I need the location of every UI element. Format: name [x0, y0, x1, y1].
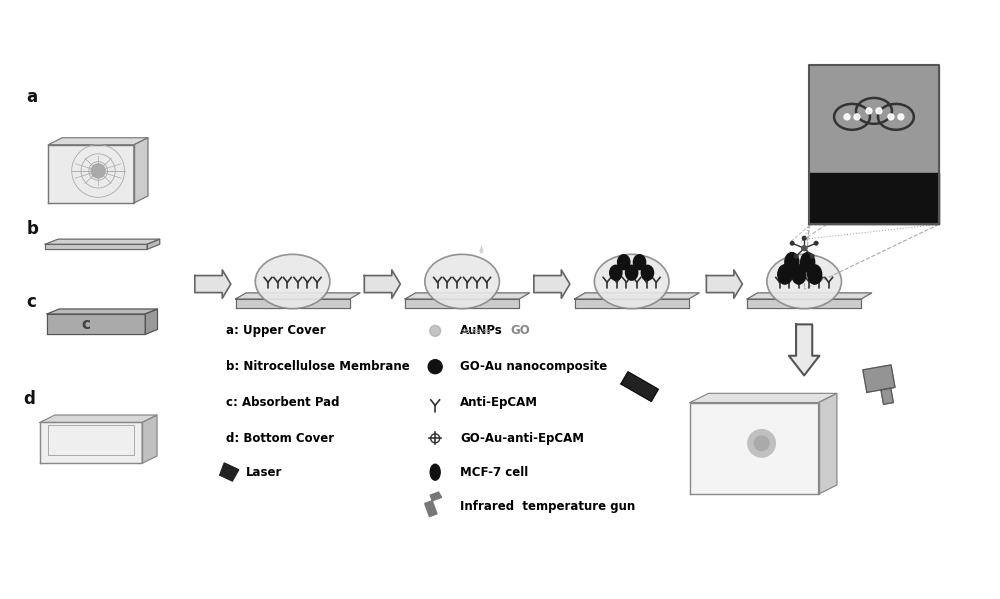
- Polygon shape: [145, 309, 157, 334]
- Bar: [809, 173, 939, 225]
- Polygon shape: [47, 314, 145, 334]
- Polygon shape: [863, 365, 895, 392]
- Polygon shape: [789, 325, 819, 376]
- Polygon shape: [236, 293, 360, 299]
- Polygon shape: [405, 299, 519, 308]
- Polygon shape: [48, 138, 148, 145]
- Circle shape: [802, 237, 806, 240]
- Polygon shape: [621, 372, 658, 401]
- Polygon shape: [142, 415, 157, 463]
- Ellipse shape: [610, 265, 622, 280]
- Polygon shape: [881, 388, 893, 404]
- Circle shape: [866, 108, 872, 114]
- Circle shape: [810, 255, 814, 258]
- Polygon shape: [405, 293, 530, 299]
- Ellipse shape: [255, 255, 330, 308]
- Polygon shape: [747, 293, 872, 299]
- Polygon shape: [575, 293, 699, 299]
- Ellipse shape: [767, 255, 841, 308]
- Circle shape: [898, 114, 904, 120]
- Circle shape: [854, 114, 860, 120]
- Circle shape: [844, 114, 850, 120]
- Polygon shape: [40, 422, 142, 463]
- Polygon shape: [195, 270, 231, 298]
- Polygon shape: [534, 270, 570, 298]
- Text: Laser: Laser: [246, 465, 282, 479]
- Polygon shape: [690, 394, 837, 403]
- Circle shape: [748, 429, 775, 457]
- Circle shape: [754, 436, 769, 450]
- Ellipse shape: [430, 464, 440, 480]
- Polygon shape: [575, 299, 689, 308]
- Ellipse shape: [641, 265, 654, 280]
- Polygon shape: [690, 403, 819, 494]
- Polygon shape: [47, 309, 157, 314]
- Polygon shape: [480, 249, 483, 253]
- Text: MCF-7 cell: MCF-7 cell: [460, 465, 528, 479]
- Polygon shape: [819, 394, 837, 494]
- Text: GO-Au nanocomposite: GO-Au nanocomposite: [460, 360, 607, 373]
- Polygon shape: [45, 239, 160, 244]
- Circle shape: [814, 241, 818, 245]
- Text: d: Bottom Cover: d: Bottom Cover: [226, 432, 334, 445]
- Text: b: b: [26, 220, 38, 238]
- Polygon shape: [220, 463, 239, 481]
- Text: c: Absorbent Pad: c: Absorbent Pad: [226, 396, 339, 409]
- Text: a: Upper Cover: a: Upper Cover: [226, 324, 325, 337]
- Text: c: c: [82, 317, 91, 332]
- Polygon shape: [40, 415, 157, 422]
- Text: GO: GO: [510, 324, 530, 337]
- Polygon shape: [425, 492, 442, 516]
- Polygon shape: [45, 244, 147, 249]
- Ellipse shape: [792, 265, 806, 284]
- Circle shape: [876, 108, 882, 114]
- Polygon shape: [236, 299, 350, 308]
- Polygon shape: [48, 145, 134, 203]
- Text: d: d: [23, 389, 35, 407]
- Polygon shape: [134, 138, 148, 203]
- Text: b: Nitrocellulose Membrane: b: Nitrocellulose Membrane: [226, 360, 410, 373]
- Circle shape: [888, 114, 894, 120]
- Ellipse shape: [618, 255, 630, 270]
- Polygon shape: [747, 299, 861, 308]
- Polygon shape: [364, 270, 400, 298]
- Text: AuNPs: AuNPs: [460, 324, 503, 337]
- Circle shape: [794, 255, 798, 258]
- Ellipse shape: [594, 255, 669, 308]
- Circle shape: [790, 241, 794, 245]
- Text: Anti-EpCAM: Anti-EpCAM: [460, 396, 538, 409]
- Circle shape: [91, 164, 105, 178]
- Polygon shape: [706, 270, 742, 298]
- Polygon shape: [147, 239, 160, 249]
- Text: c: c: [26, 293, 36, 311]
- Text: a: a: [26, 88, 37, 106]
- Circle shape: [428, 360, 442, 374]
- Ellipse shape: [808, 265, 822, 284]
- Circle shape: [430, 325, 441, 336]
- Ellipse shape: [785, 253, 799, 272]
- Ellipse shape: [625, 265, 638, 280]
- Ellipse shape: [633, 255, 646, 270]
- Text: Infrared  temperature gun: Infrared temperature gun: [460, 500, 635, 513]
- Text: GO-Au-anti-EpCAM: GO-Au-anti-EpCAM: [460, 432, 584, 445]
- Bar: [809, 65, 939, 225]
- Circle shape: [802, 246, 807, 251]
- Text: ≈≈≈: ≈≈≈: [460, 324, 492, 337]
- Ellipse shape: [801, 253, 815, 272]
- Ellipse shape: [425, 255, 499, 308]
- Ellipse shape: [778, 265, 792, 284]
